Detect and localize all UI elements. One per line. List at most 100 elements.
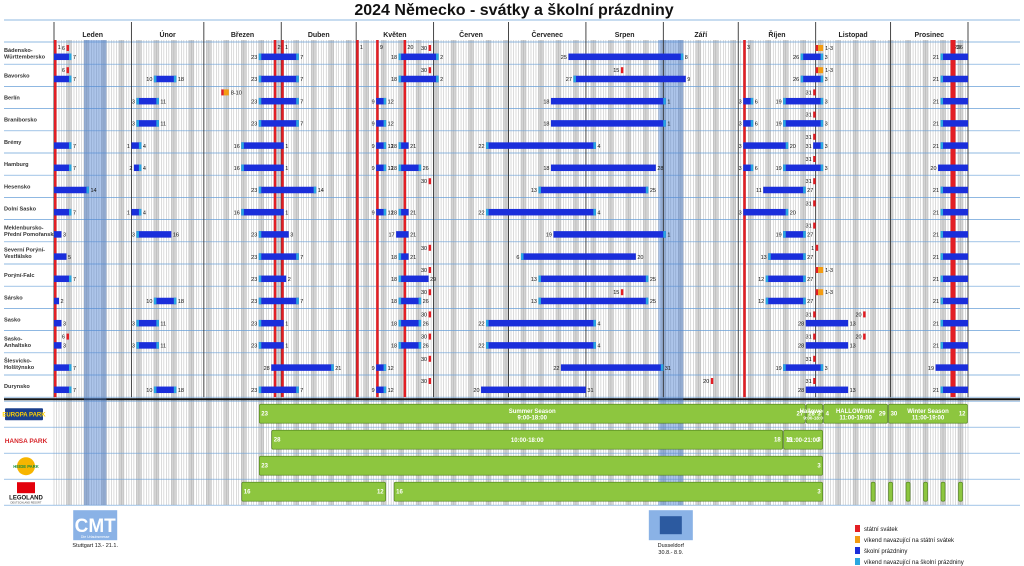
regional-holiday-label: 1-3 xyxy=(825,268,833,274)
vacation-end-label: 1 xyxy=(667,122,670,128)
vacation-bar xyxy=(396,231,409,238)
vacation-start-label: 21 xyxy=(933,122,939,128)
weekend-cell xyxy=(715,40,719,506)
vacation-weekend-cap xyxy=(820,120,824,127)
state-label: Vestfálsko xyxy=(4,254,32,260)
vacation-end-label: 7 xyxy=(73,166,76,172)
weekend-cell xyxy=(346,40,349,506)
vacation-end-label: 3 xyxy=(825,77,828,83)
vacation-bar xyxy=(54,275,72,283)
weekend-cell xyxy=(593,40,596,506)
vacation-end-label: 7 xyxy=(73,277,76,283)
weekend-cell xyxy=(573,40,576,506)
park-season-start: 23 xyxy=(261,464,268,470)
vacation-weekend-cap xyxy=(296,386,299,394)
vacation-bar xyxy=(136,97,159,105)
weekend-cell xyxy=(838,40,841,506)
vacation-weekend-cap xyxy=(645,186,649,194)
vacation-start-label: 3 xyxy=(739,122,742,128)
vacation-weekend-cap xyxy=(138,142,142,149)
national-holiday-line xyxy=(273,40,277,398)
regional-holiday-label: 1-3 xyxy=(825,46,833,52)
regional-holiday-label: 31 xyxy=(806,201,812,207)
vacation-start-label: 23 xyxy=(251,99,257,105)
vacation-bar xyxy=(743,97,754,105)
vacation-weekend-cap xyxy=(940,186,944,194)
vacation-bar xyxy=(398,275,429,283)
vacation-end-label: 27 xyxy=(807,233,813,239)
regional-holiday xyxy=(813,89,816,96)
weekend-cell xyxy=(121,40,124,506)
regional-holiday-weekend xyxy=(818,267,824,273)
vacation-end-label: 3 xyxy=(825,366,828,372)
vacation-weekend-cap xyxy=(538,297,541,305)
vacation-weekend-cap xyxy=(258,342,262,349)
state-label: Sasko- xyxy=(4,337,22,343)
vacation-start-label: 27 xyxy=(566,77,572,83)
vacation-bar xyxy=(940,142,968,149)
vacation-weekend-cap xyxy=(241,164,244,172)
vacation-end-label: 11 xyxy=(160,99,166,105)
vacation-end-label: 3 xyxy=(290,233,293,239)
weekend-cell xyxy=(645,40,649,506)
vacation-weekend-cap xyxy=(296,75,299,83)
vacation-start-label: 3 xyxy=(739,166,742,172)
regional-holiday-label: 1-3 xyxy=(825,68,833,74)
vacation-end-label: 14 xyxy=(90,188,96,194)
vacation-weekend-cap xyxy=(153,386,157,394)
legend-swatch xyxy=(855,536,860,543)
vacation-end-label: 26 xyxy=(423,166,429,172)
vacation-weekend-cap xyxy=(768,253,771,260)
weekend-cell xyxy=(748,40,751,506)
vacation-bar xyxy=(258,231,289,238)
vacation-weekend-cap xyxy=(153,297,157,305)
state-label: Šlesvicko- xyxy=(4,357,32,365)
vacation-weekend-cap xyxy=(940,319,944,327)
vacation-start-label: 20 xyxy=(930,166,936,172)
weekend-cell xyxy=(555,40,559,506)
regional-holiday-label: 1-3 xyxy=(825,290,833,296)
vacation-bar xyxy=(54,319,62,327)
weekend-cell xyxy=(173,40,177,506)
weekend-cell xyxy=(156,40,159,506)
vacation-start-label: 23 xyxy=(251,277,257,283)
vacation-weekend-cap xyxy=(803,186,806,194)
vacation-bar xyxy=(940,297,968,305)
vacation-start-label: 23 xyxy=(251,255,257,261)
park-season-bar xyxy=(905,481,911,502)
vacation-start-label: 23 xyxy=(251,188,257,194)
vacation-start-label: 1 xyxy=(127,210,130,216)
vacation-bar xyxy=(241,164,284,172)
vacation-start-label: 12 xyxy=(758,277,764,283)
regional-holiday xyxy=(428,355,432,362)
vacation-weekend-cap xyxy=(138,164,142,172)
vacation-end-label: 20 xyxy=(637,255,643,261)
vacation-end-label: 5 xyxy=(68,255,71,261)
vacation-end-label: 11 xyxy=(160,122,166,128)
vacation-start-label: 23 xyxy=(251,321,257,327)
park-season-label: HALLOWinter xyxy=(836,409,876,415)
weekend-cell xyxy=(608,40,611,506)
legend-swatch xyxy=(855,547,860,554)
vacation-weekend-cap xyxy=(258,75,262,83)
weekend-cell xyxy=(558,40,561,506)
vacation-weekend-cap xyxy=(136,120,139,127)
park-season-start: 19 xyxy=(786,438,793,444)
park-season-bar xyxy=(823,403,888,424)
vacation-bar xyxy=(538,297,649,305)
weekend-cell xyxy=(313,40,317,506)
weekend-cell xyxy=(258,40,262,506)
vacation-start-label: 10 xyxy=(146,299,152,305)
vacation-end-label: 27 xyxy=(807,188,813,194)
vacation-bar xyxy=(54,386,72,394)
national-holiday-line xyxy=(376,40,379,398)
month-label: Červenec xyxy=(531,30,563,39)
vacation-bar xyxy=(486,319,596,327)
vacation-weekend-cap xyxy=(663,231,666,238)
weekend-cell xyxy=(278,40,282,506)
vacation-bar xyxy=(783,231,806,238)
vacation-end-label: 12 xyxy=(388,99,394,105)
weekend-cell xyxy=(348,40,352,506)
vacation-bar xyxy=(481,386,586,394)
vacation-weekend-cap xyxy=(398,319,402,327)
